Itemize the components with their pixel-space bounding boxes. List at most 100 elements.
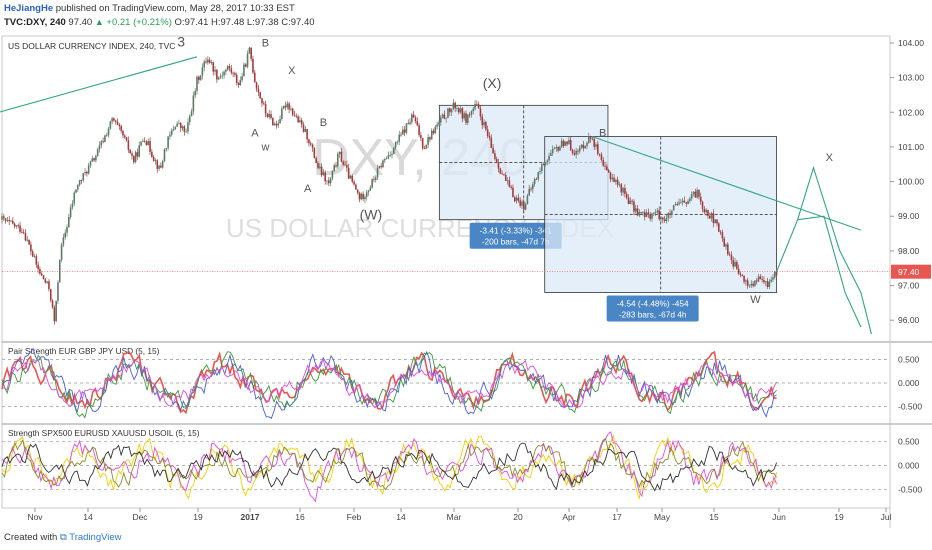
symbol-info: TVC:DXY, 240 bbox=[4, 17, 66, 28]
candle-body bbox=[165, 148, 168, 150]
candle-body bbox=[519, 200, 521, 206]
candle-body bbox=[714, 219, 716, 224]
candle-body bbox=[616, 179, 619, 185]
candle-body bbox=[649, 214, 651, 219]
candle-body bbox=[407, 123, 410, 125]
author-link[interactable]: HeJiangHe bbox=[4, 3, 54, 14]
candle-body bbox=[548, 155, 550, 161]
candle-body bbox=[463, 113, 466, 119]
candle-body bbox=[131, 153, 133, 156]
candle-body bbox=[578, 147, 581, 152]
y-tick-label: 98.00 bbox=[898, 246, 920, 256]
candle-body bbox=[15, 225, 18, 227]
candle-body bbox=[111, 118, 113, 122]
candle-body bbox=[315, 158, 317, 164]
tradingview-brand[interactable]: TradingView bbox=[69, 532, 122, 543]
candle-body bbox=[508, 180, 511, 187]
candle-body bbox=[476, 103, 478, 105]
candle-body bbox=[355, 184, 357, 190]
candle-body bbox=[694, 191, 697, 198]
candle-body bbox=[174, 126, 177, 130]
candle-body bbox=[176, 123, 178, 127]
candle-body bbox=[107, 128, 110, 136]
candle-body bbox=[299, 120, 301, 123]
candle-body bbox=[203, 61, 206, 68]
candle-body bbox=[335, 165, 337, 167]
candle-body bbox=[156, 160, 159, 169]
candle-body bbox=[346, 164, 348, 168]
candle-body bbox=[665, 217, 668, 221]
candle-body bbox=[3, 216, 5, 219]
candle-body bbox=[221, 75, 224, 77]
candle-body bbox=[568, 139, 570, 145]
candle-body bbox=[759, 276, 762, 280]
candle-body bbox=[60, 244, 63, 260]
candle-body bbox=[351, 175, 354, 182]
candle-body bbox=[392, 147, 395, 154]
candle-body bbox=[143, 140, 146, 142]
candle-body bbox=[342, 161, 345, 165]
candle-body bbox=[340, 151, 343, 162]
candle-body bbox=[6, 219, 9, 221]
candle-body bbox=[138, 145, 141, 157]
candle-body bbox=[207, 59, 209, 63]
candle-body bbox=[551, 148, 554, 154]
candle-body bbox=[322, 172, 325, 176]
candle-body bbox=[369, 187, 372, 191]
candle-body bbox=[698, 190, 700, 197]
candle-body bbox=[636, 208, 639, 216]
candle-body bbox=[161, 161, 164, 168]
candle-body bbox=[488, 135, 491, 138]
candle-body bbox=[411, 114, 413, 123]
candle-body bbox=[284, 105, 287, 108]
candle-body bbox=[560, 140, 563, 147]
strength-series bbox=[1, 437, 777, 491]
candle-body bbox=[497, 162, 500, 169]
candle-body bbox=[660, 217, 662, 220]
candle-body bbox=[309, 143, 312, 145]
candle-body bbox=[246, 53, 249, 67]
candle-body bbox=[504, 174, 507, 181]
y-tick-label: 103.00 bbox=[898, 73, 924, 83]
candle-body bbox=[62, 237, 65, 245]
candle-body bbox=[593, 138, 596, 147]
candle-body bbox=[573, 153, 576, 155]
candle-body bbox=[443, 114, 446, 119]
candle-body bbox=[362, 193, 364, 200]
candle-body bbox=[93, 158, 95, 161]
candle-body bbox=[739, 274, 742, 276]
x-tick-label: 16 bbox=[295, 512, 305, 522]
trendline bbox=[0, 56, 198, 113]
candle-body bbox=[587, 136, 590, 143]
candle-body bbox=[134, 152, 137, 163]
candle-body bbox=[454, 102, 456, 109]
candle-body bbox=[109, 121, 112, 129]
candle-body bbox=[163, 149, 166, 162]
candle-body bbox=[154, 160, 157, 162]
candle-body bbox=[347, 167, 350, 179]
tradingview-logo-icon[interactable]: ⧉ bbox=[59, 532, 67, 543]
candle-body bbox=[721, 232, 724, 239]
candle-body bbox=[537, 172, 540, 180]
candle-body bbox=[327, 180, 330, 184]
candle-body bbox=[353, 181, 355, 185]
candle-body bbox=[530, 188, 532, 190]
candle-body bbox=[492, 147, 494, 154]
candle-body bbox=[383, 158, 386, 161]
candle-body bbox=[179, 123, 182, 129]
candle-body bbox=[513, 197, 516, 202]
candle-body bbox=[707, 209, 709, 217]
candle-body bbox=[719, 231, 722, 233]
candle-body bbox=[680, 202, 682, 204]
ohlc-values: O:97.41 H:97.48 L:97.38 C:97.40 bbox=[174, 17, 315, 28]
candle-body bbox=[380, 165, 382, 168]
candle-body bbox=[400, 134, 402, 136]
candle-body bbox=[683, 200, 686, 203]
pair-strength-tick-label: -0.500 bbox=[898, 402, 922, 412]
candle-body bbox=[678, 202, 680, 205]
wave-label: W bbox=[750, 294, 761, 306]
candle-body bbox=[232, 72, 234, 74]
candle-body bbox=[253, 72, 256, 83]
candle-body bbox=[634, 208, 637, 212]
